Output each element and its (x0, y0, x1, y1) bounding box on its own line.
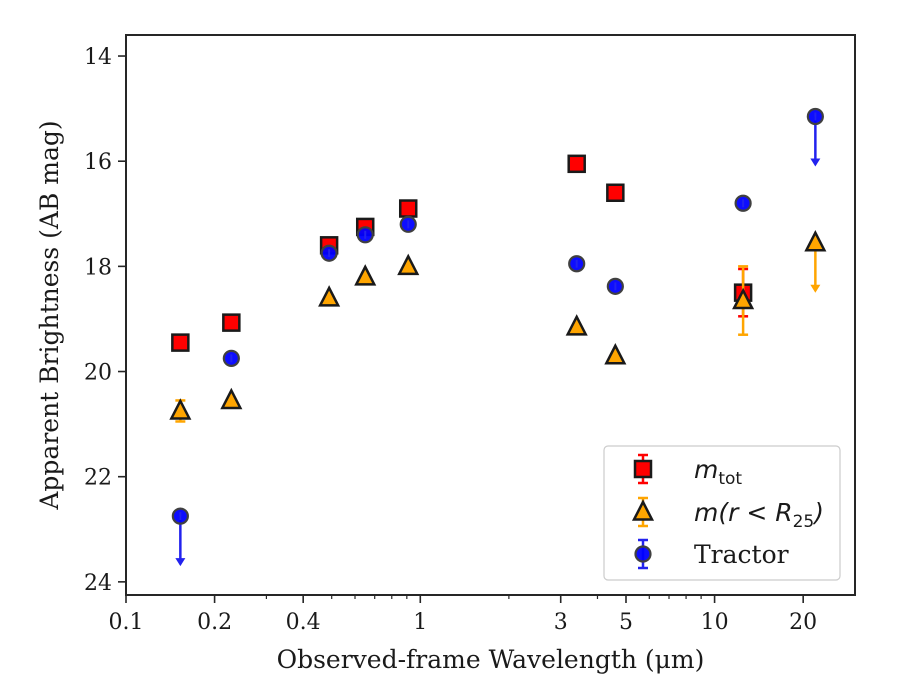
data-point (318, 285, 341, 307)
data-marks (169, 107, 827, 567)
data-point (171, 333, 190, 352)
data-point (222, 313, 241, 332)
legend-entry-m-r25: m(r < R25) (631, 496, 824, 532)
x-tick-label: 0.2 (197, 610, 232, 635)
x-tick-label: 5 (619, 610, 633, 635)
data-point (398, 199, 418, 218)
upper-limit-arrowhead (175, 558, 186, 567)
y-tick-label: 16 (84, 150, 112, 175)
data-point (732, 287, 755, 310)
series-m-r25 (169, 229, 827, 423)
legend-label: Tractor (694, 540, 789, 569)
x-tick-label: 3 (554, 610, 568, 635)
legend-box (603, 445, 841, 581)
legend-entry-m-tot: mtot (633, 453, 742, 489)
data-point (397, 253, 420, 276)
upper-limit-arrowhead (810, 284, 821, 293)
data-point (804, 229, 827, 252)
x-tick-label: 0.4 (286, 610, 321, 635)
y-tick-label: 18 (84, 255, 112, 280)
x-tick-label: 10 (701, 610, 729, 635)
y-tick-label: 20 (84, 361, 112, 386)
data-point (606, 183, 625, 202)
data-point (169, 398, 192, 420)
legend-marker (634, 545, 652, 563)
legend-marker (633, 459, 653, 479)
y-tick-label: 22 (84, 466, 112, 491)
y-axis-label: Apparent Brightness (AB mag) (35, 120, 64, 510)
series-m-tot (171, 154, 753, 352)
y-tick-label: 24 (84, 571, 112, 596)
data-point (567, 154, 586, 174)
data-point (354, 264, 377, 286)
y-tick-label: 14 (84, 45, 112, 70)
data-point (565, 314, 588, 336)
x-axis-label: Observed-frame Wavelength (μm) (277, 645, 705, 674)
x-tick-label: 0.1 (109, 610, 144, 635)
upper-limit-arrowhead (810, 158, 821, 167)
data-point (604, 343, 627, 365)
legend: mtot m(r < R25) Tractor (603, 445, 841, 581)
plot-frame (125, 34, 856, 596)
axis-ticks: 0.1 0.2 0.4 1 3 5 10 20 14 16 18 20 22 24 (84, 45, 817, 635)
data-point (220, 387, 243, 410)
legend-entry-tractor: Tractor (634, 538, 789, 570)
series-tractor (171, 107, 824, 567)
legend-marker (631, 499, 655, 521)
x-tick-label: 20 (789, 610, 817, 635)
legend-label: m(r < R25) (694, 498, 824, 532)
x-tick-label: 1 (413, 610, 427, 635)
